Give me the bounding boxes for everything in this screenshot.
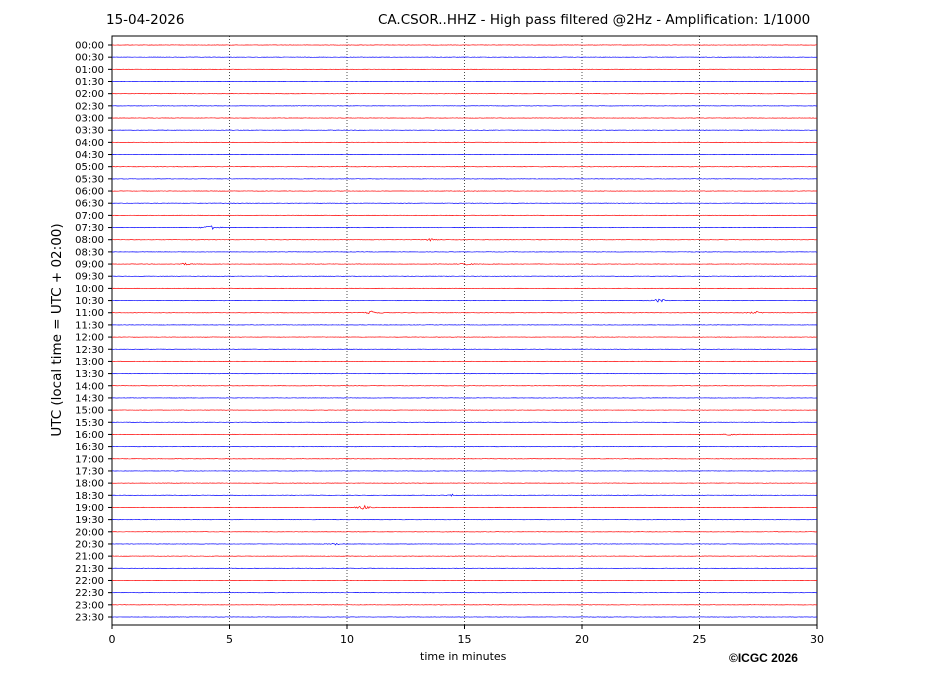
x-tick-label: 20 [575,633,589,646]
row-label: 01:30 [75,77,104,88]
x-tick-label: 5 [226,633,233,646]
row-label: 10:30 [75,296,104,307]
row-label: 02:00 [75,89,104,100]
row-label: 01:00 [75,65,104,76]
row-label: 03:30 [75,126,104,137]
row-label: 06:00 [75,187,104,198]
row-label: 13:30 [75,369,104,380]
row-label: 07:00 [75,211,104,222]
row-label: 00:30 [75,53,104,64]
trace-line [111,542,818,546]
row-label: 05:00 [75,162,104,173]
row-label: 09:00 [75,260,104,271]
row-label: 11:30 [75,320,104,331]
row-label: 14:00 [75,381,104,392]
copyright-text: ©ICGC 2026 [729,651,798,665]
row-label: 05:30 [75,174,104,185]
row-label: 08:30 [75,247,104,258]
row-label: 00:00 [75,41,104,52]
chart-title: CA.CSOR..HHZ - High pass filtered @2Hz -… [378,12,811,28]
row-label: 14:30 [75,393,104,404]
row-label: 02:30 [75,101,104,112]
row-label: 03:00 [75,114,104,125]
row-label: 23:30 [75,612,104,623]
row-label: 19:30 [75,515,104,526]
row-label: 23:00 [75,600,104,611]
x-tick-label: 15 [458,633,472,646]
x-tick-label: 25 [693,633,707,646]
row-label: 18:30 [75,491,104,502]
row-label: 21:30 [75,564,104,575]
row-label: 09:30 [75,272,104,283]
x-tick-label: 10 [340,633,354,646]
row-label: 20:30 [75,539,104,550]
row-label: 12:00 [75,333,104,344]
trace-line [111,238,818,242]
row-label: 04:00 [75,138,104,149]
row-label: 22:30 [75,588,104,599]
row-label: 16:00 [75,430,104,441]
trace-line [111,493,818,497]
trace-line [111,310,818,315]
chart-date: 15-04-2026 [106,12,185,28]
x-tick-label: 0 [109,633,116,646]
row-label: 07:30 [75,223,104,234]
row-label: 11:00 [75,308,104,319]
row-label: 20:00 [75,527,104,538]
row-label: 17:00 [75,454,104,465]
row-label: 10:00 [75,284,104,295]
trace-line [111,262,818,266]
row-label: 15:00 [75,406,104,417]
row-label: 21:00 [75,552,104,563]
trace-line [111,504,817,510]
row-label: 17:30 [75,466,104,477]
row-label: 06:30 [75,199,104,210]
row-label: 04:30 [75,150,104,161]
trace-line [112,225,818,231]
y-axis-label: UTC (local time = UTC + 02:00) [49,223,65,437]
row-label: 22:00 [75,576,104,587]
row-label: 18:00 [75,479,104,490]
row-label: 15:30 [75,418,104,429]
trace-line [111,298,818,303]
row-label: 16:30 [75,442,104,453]
row-label: 19:00 [75,503,104,514]
row-label: 13:00 [75,357,104,368]
trace-line [111,433,818,436]
row-label: 08:00 [75,235,104,246]
row-label: 12:30 [75,345,104,356]
x-axis-label: time in minutes [420,650,507,663]
x-tick-label: 30 [810,633,824,646]
